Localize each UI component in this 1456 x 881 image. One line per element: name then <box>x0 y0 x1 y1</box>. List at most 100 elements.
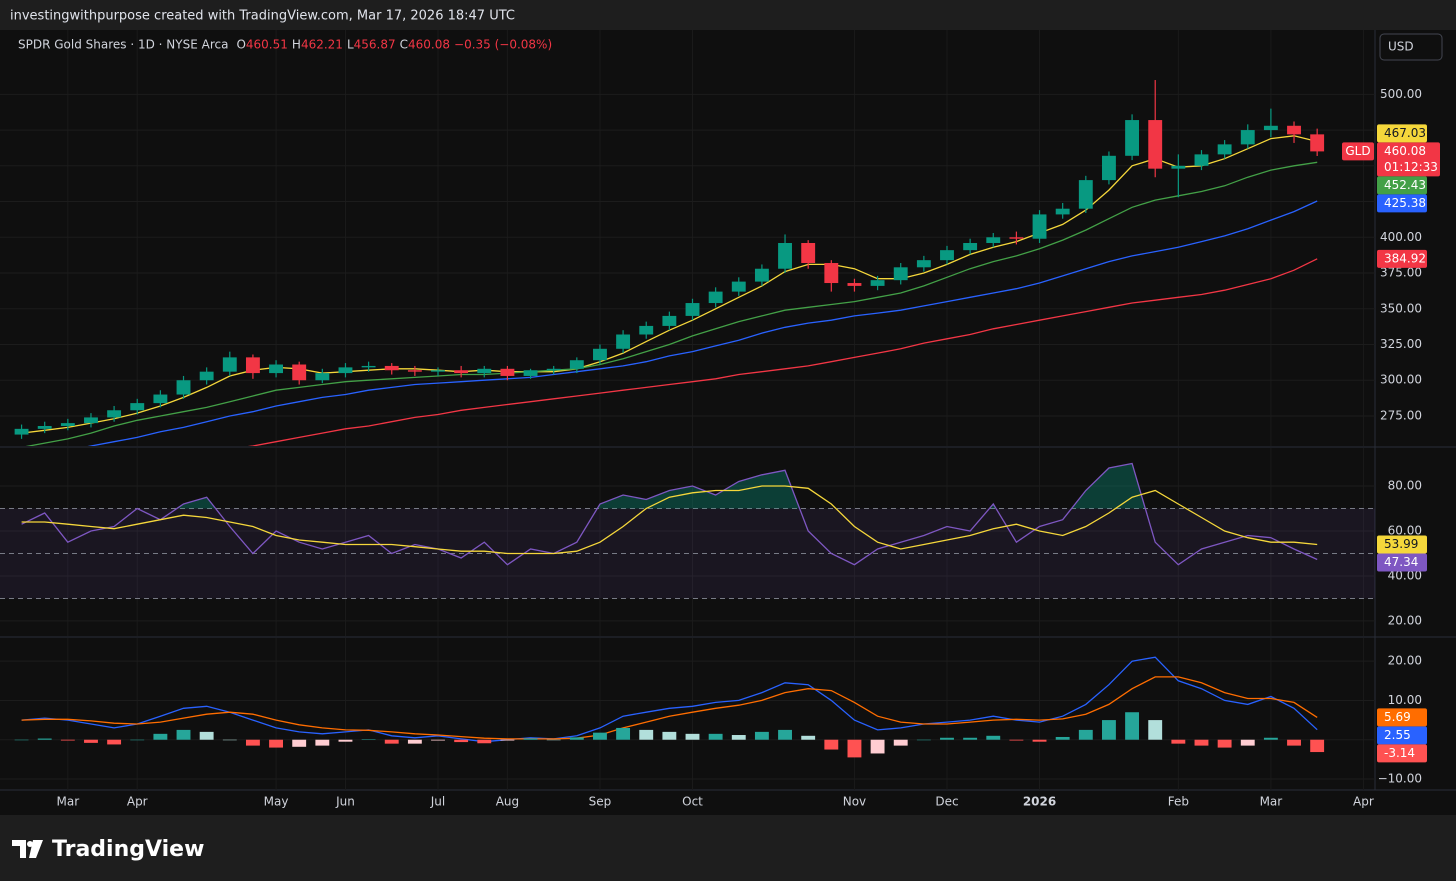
y-tick-label: 40.00 <box>1388 568 1422 582</box>
candle-body <box>1102 155 1116 181</box>
candle-body <box>870 280 885 286</box>
indicator-line <box>21 676 1318 740</box>
candle-body <box>222 357 237 372</box>
candle-body <box>292 364 307 381</box>
value-label-box <box>1377 708 1427 727</box>
y-tick-label: 80.00 <box>1388 479 1422 493</box>
candle-body <box>708 291 723 304</box>
histogram-bar <box>1240 739 1255 746</box>
histogram-bar <box>801 735 816 740</box>
histogram-bar <box>1032 739 1047 742</box>
candle-body <box>500 368 515 376</box>
histogram-bar <box>593 732 607 740</box>
currency-label[interactable]: USD <box>1388 40 1414 54</box>
candle-body <box>37 425 52 429</box>
histogram-bar <box>14 739 29 741</box>
x-tick-label: Apr <box>127 795 148 809</box>
candle-body <box>199 371 214 381</box>
x-tick-label: Jun <box>335 795 355 809</box>
histogram-bar <box>315 739 330 746</box>
header-text: investingwithpurpose created with Tradin… <box>10 9 515 24</box>
candle-body <box>940 250 954 261</box>
candle-body <box>801 243 816 264</box>
histogram-bar <box>199 731 214 740</box>
candle-body <box>431 370 445 372</box>
histogram-bar <box>130 739 145 741</box>
histogram-bar <box>1310 739 1325 753</box>
value-label-box <box>1377 194 1427 213</box>
histogram-bar <box>569 737 584 740</box>
histogram-bar <box>1102 720 1116 740</box>
candle-body <box>662 315 677 326</box>
legend-close: 460.08 <box>408 38 450 52</box>
candle-body <box>1263 125 1278 131</box>
x-tick-label: Jul <box>430 795 445 809</box>
value-label: 47.34 <box>1384 555 1418 569</box>
y-tick-label: 325.00 <box>1380 337 1422 351</box>
x-tick-label: Aug <box>496 795 519 809</box>
histogram-bar <box>1055 736 1070 740</box>
candle-body <box>1125 120 1140 156</box>
candle-body <box>269 364 283 374</box>
candle-body <box>153 394 168 404</box>
histogram-bar <box>847 739 862 758</box>
x-tick-label: Mar <box>57 795 80 809</box>
candle-body <box>986 237 1001 244</box>
value-label: 2.55 <box>1384 728 1411 742</box>
histogram-bar <box>893 739 908 746</box>
x-tick-label: Sep <box>589 795 612 809</box>
candle-body <box>1078 180 1093 209</box>
y-tick-label: 275.00 <box>1380 408 1422 422</box>
y-tick-label: 10.00 <box>1388 693 1422 707</box>
histogram-bar <box>1125 712 1140 740</box>
histogram-bar <box>176 729 191 740</box>
legend-low-label: L <box>347 38 354 52</box>
histogram-bar <box>870 739 885 754</box>
value-label-box <box>1377 124 1427 143</box>
value-label-box <box>1377 726 1427 745</box>
histogram-bar <box>361 739 376 740</box>
histogram-bar <box>824 739 839 750</box>
legend-close-label: C <box>400 38 408 52</box>
candle-body <box>523 370 538 376</box>
y-tick-label: 400.00 <box>1380 230 1422 244</box>
candle-body <box>963 243 978 251</box>
value-label: -3.14 <box>1384 746 1415 760</box>
histogram-bar <box>84 739 98 743</box>
candle-body <box>778 243 792 269</box>
histogram-bar <box>1194 739 1209 746</box>
histogram-bar <box>292 739 307 747</box>
histogram-bar <box>754 731 769 740</box>
x-tick-label: May <box>264 795 289 809</box>
chart-area <box>0 30 1456 815</box>
value-label-box <box>1377 176 1427 195</box>
histogram-bar <box>523 738 538 740</box>
x-tick-label: Dec <box>935 795 958 809</box>
histogram-bar <box>1078 729 1093 740</box>
symbol-tag <box>1342 142 1374 161</box>
brand-icon <box>12 840 43 858</box>
indicator-line <box>21 462 1318 566</box>
candle-body <box>731 281 746 292</box>
y-tick-label: 300.00 <box>1380 373 1422 387</box>
legend-high: 462.21 <box>301 38 343 52</box>
histogram-bar <box>1009 739 1024 741</box>
histogram-bar <box>222 739 237 741</box>
histogram-bar <box>107 739 122 745</box>
bar-countdown: 01:12:33 <box>1384 160 1438 174</box>
x-tick-label: Feb <box>1168 795 1189 809</box>
candle-body <box>569 360 584 369</box>
last-price-box <box>1377 142 1440 177</box>
last-price-label: 460.08 <box>1384 144 1426 158</box>
x-tick-label: Mar <box>1260 795 1283 809</box>
histogram-bar <box>1217 739 1232 748</box>
histogram-bar <box>778 729 792 740</box>
legend-open: 460.51 <box>246 38 288 52</box>
histogram-bar <box>153 733 168 740</box>
histogram-bar <box>546 739 561 741</box>
histogram-bar <box>986 735 1001 740</box>
candle-body <box>1287 125 1301 135</box>
value-label: 425.38 <box>1384 196 1426 210</box>
histogram-bar <box>37 738 52 740</box>
currency-button[interactable] <box>1379 33 1443 61</box>
